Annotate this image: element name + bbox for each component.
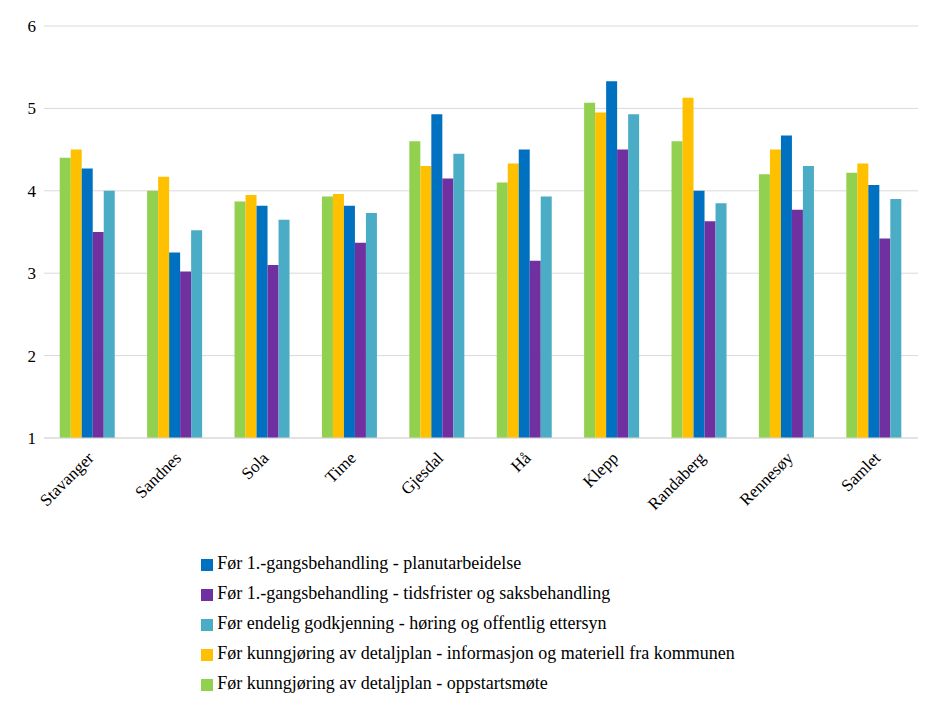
svg-text:4: 4 xyxy=(28,182,37,201)
svg-text:6: 6 xyxy=(28,17,37,36)
svg-text:2: 2 xyxy=(28,347,37,366)
svg-text:Randaberg: Randaberg xyxy=(644,448,710,514)
svg-text:Sola: Sola xyxy=(238,448,273,483)
svg-text:Gjesdal: Gjesdal xyxy=(397,448,447,498)
svg-text:Sandnes: Sandnes xyxy=(131,448,185,502)
svg-text:Hå: Hå xyxy=(507,448,535,476)
svg-text:Stavanger: Stavanger xyxy=(36,448,98,510)
html-text:Før 1.-gangsbehandling - planu: Før 1.-gangsbehandling - planutarbeidels… xyxy=(217,553,522,573)
svg-text:Samlet: Samlet xyxy=(837,448,884,495)
html-text:Før 1.-gangsbehandling - tidsf: Før 1.-gangsbehandling - tidsfrister og … xyxy=(217,583,611,603)
html-text:Før kunngjøring av detaljplan: Før kunngjøring av detaljplan - informas… xyxy=(217,643,735,663)
svg-text:3: 3 xyxy=(28,264,37,283)
svg-text:Klepp: Klepp xyxy=(579,448,622,491)
svg-text:1: 1 xyxy=(28,429,37,448)
svg-text:5: 5 xyxy=(28,99,37,118)
html-text:Før kunngjøring av detaljplan: Før kunngjøring av detaljplan - oppstart… xyxy=(217,673,548,693)
svg-text:Rennesøy: Rennesøy xyxy=(736,448,797,509)
html-text:Før endelig godkjenning - høri: Før endelig godkjenning - høring og offe… xyxy=(217,613,607,633)
svg-text:Time: Time xyxy=(321,448,359,486)
